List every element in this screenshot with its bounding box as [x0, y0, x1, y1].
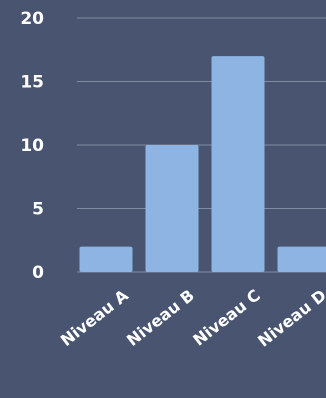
bar-niveau-d — [277, 246, 326, 272]
bar-niveau-c — [211, 56, 265, 272]
bar-niveau-b — [145, 145, 199, 272]
bar-niveau-a — [79, 246, 133, 272]
y-tick-label: 0 — [32, 263, 44, 283]
x-tick-label: Niveau D — [254, 286, 326, 351]
x-tick-label: Niveau B — [123, 286, 198, 350]
y-tick-label: 15 — [20, 73, 44, 93]
y-tick-label: 10 — [20, 136, 44, 156]
x-tick-label: Niveau C — [189, 286, 263, 350]
bars — [79, 56, 326, 272]
y-tick-label: 20 — [20, 9, 44, 29]
y-axis-ticks: 0 5 10 15 20 — [20, 9, 44, 283]
y-tick-label: 5 — [32, 200, 44, 220]
grid-lines — [77, 17, 326, 273]
x-tick-label: Niveau A — [57, 285, 132, 350]
